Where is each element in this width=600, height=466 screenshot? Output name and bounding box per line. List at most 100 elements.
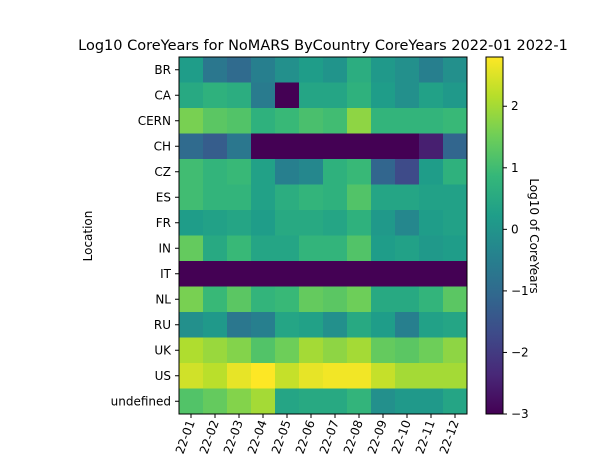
heatmap-cell (419, 312, 444, 338)
heatmap-cell (347, 159, 372, 185)
colorbar-tick-label: 2 (511, 99, 519, 113)
heatmap-cell (443, 235, 468, 262)
heatmap-cell (227, 133, 252, 160)
heatmap-cell (203, 184, 228, 211)
y-tick-label: CA (154, 88, 171, 102)
heatmap-cell (371, 388, 396, 415)
heatmap-cell (299, 184, 324, 211)
y-tick-label: FR (156, 216, 171, 230)
colorbar-tick-label: −1 (511, 284, 529, 298)
heatmap-cell (419, 210, 444, 236)
heatmap-cell (227, 210, 252, 236)
heatmap-cell (179, 159, 204, 185)
heatmap-cell (179, 57, 204, 83)
heatmap-cell (323, 312, 348, 338)
y-tick-label: CERN (138, 114, 171, 128)
heatmap-cell (275, 235, 300, 262)
heatmap-cell (299, 312, 324, 338)
heatmap-cell (299, 337, 324, 364)
heatmap-cell (227, 184, 252, 211)
heatmap-cell (251, 235, 276, 262)
x-axis-ticks: 22-0122-0222-0322-0422-0522-0622-0722-08… (173, 414, 462, 456)
heatmap-cell (347, 184, 372, 211)
heatmap-cell (299, 108, 324, 134)
heatmap-cell (227, 261, 252, 287)
heatmap-cell (323, 337, 348, 364)
heatmap-cell (395, 261, 420, 287)
heatmap-cell (251, 184, 276, 211)
heatmap-cell (347, 210, 372, 236)
heatmap-cell (443, 286, 468, 313)
heatmap-cell (395, 108, 420, 134)
heatmap-cell (371, 235, 396, 262)
chart-title: Log10 CoreYears for NoMARS ByCountry Cor… (78, 38, 568, 54)
heatmap-cell (299, 261, 324, 287)
heatmap-cell (179, 388, 204, 415)
heatmap-cell (251, 159, 276, 185)
heatmap-cell (443, 261, 468, 287)
heatmap-cell (323, 57, 348, 83)
heatmap-cell (395, 82, 420, 109)
heatmap-cell (179, 82, 204, 109)
colorbar-ticks: −3 −2 −1 0 1 2 (503, 99, 529, 421)
heatmap-cell (347, 235, 372, 262)
heatmap-cell (323, 388, 348, 415)
heatmap-cell (419, 235, 444, 262)
colorbar-tick-label: 0 (511, 222, 519, 236)
heatmap-cell (275, 337, 300, 364)
heatmap-cell (299, 57, 324, 83)
heatmap-cell (419, 108, 444, 134)
heatmap-cell (251, 286, 276, 313)
heatmap-cell (299, 286, 324, 313)
heatmap-cell (371, 363, 396, 389)
heatmap-cell (323, 108, 348, 134)
heatmap-cell (203, 235, 228, 262)
heatmap-cell (323, 133, 348, 160)
heatmap-cell (203, 108, 228, 134)
heatmap-cell (347, 261, 372, 287)
x-tick-label: 22-05 (269, 418, 294, 456)
heatmap-cell (275, 261, 300, 287)
heatmap-cell (203, 286, 228, 313)
y-tick-label: US (155, 369, 171, 383)
heatmap-cell (251, 363, 276, 389)
heatmap-cell (299, 363, 324, 389)
heatmap-cell (371, 133, 396, 160)
heatmap-cell (251, 108, 276, 134)
heatmap-cell (371, 210, 396, 236)
heatmap-cell (443, 108, 468, 134)
heatmap-cell (179, 363, 204, 389)
heatmap-cell (371, 57, 396, 83)
heatmap-cell (443, 57, 468, 83)
heatmap-cell (371, 184, 396, 211)
heatmap-cell (275, 184, 300, 211)
heatmap-cell (227, 108, 252, 134)
heatmap-cell (275, 312, 300, 338)
x-tick-label: 22-06 (293, 418, 318, 456)
heatmap-cell (203, 337, 228, 364)
colorbar-tick-label: 1 (511, 161, 519, 175)
heatmap-cell (419, 82, 444, 109)
heatmap-cell (299, 210, 324, 236)
heatmap-cell (371, 159, 396, 185)
heatmap-cell (371, 312, 396, 338)
heatmap-cell (227, 159, 252, 185)
heatmap-cell (179, 108, 204, 134)
colorbar (485, 56, 504, 415)
heatmap-cell (251, 261, 276, 287)
heatmap-cell (299, 133, 324, 160)
y-tick-label: CH (154, 139, 171, 153)
heatmap-cell (275, 108, 300, 134)
x-tick-label: 22-01 (173, 418, 198, 456)
heatmap-cell (203, 57, 228, 83)
heatmap-cell (275, 159, 300, 185)
x-tick-label: 22-10 (389, 418, 414, 456)
y-tick-label: ES (156, 190, 171, 204)
heatmap-cell (395, 286, 420, 313)
x-tick-label: 22-08 (341, 418, 366, 456)
heatmap-cell (179, 210, 204, 236)
heatmap-cell (227, 363, 252, 389)
y-tick-label: CZ (154, 165, 171, 179)
heatmap-cell (443, 363, 468, 389)
